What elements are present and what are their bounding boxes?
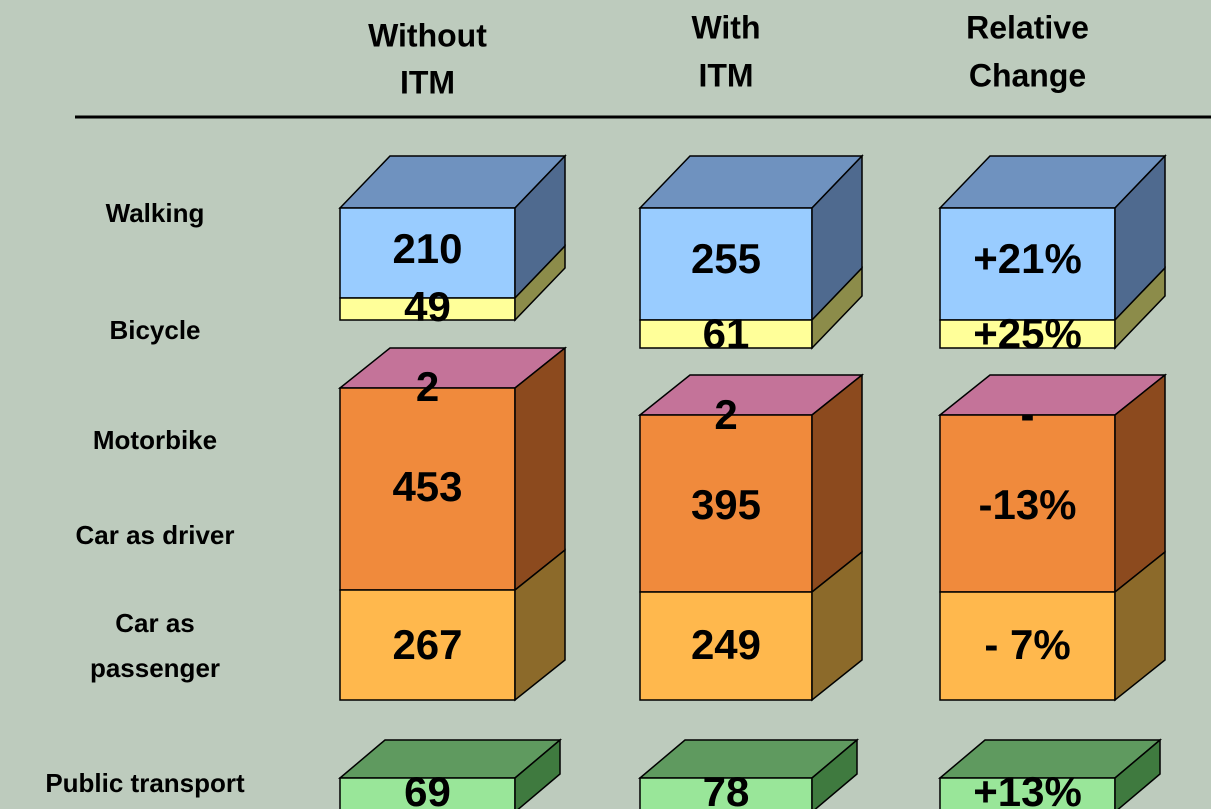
row-label: Walking: [106, 198, 205, 228]
box-side: [1114, 266, 1166, 350]
box-front: [939, 319, 1116, 349]
box-front: [939, 777, 1116, 809]
box-front: [639, 414, 813, 593]
box-front: [939, 207, 1116, 321]
box-side: [514, 548, 566, 702]
box-front: [339, 207, 516, 299]
box-front: [639, 591, 813, 701]
box-front: [339, 777, 516, 809]
box-front: [639, 777, 813, 809]
column-header: With: [691, 9, 760, 45]
cell-value: 69: [404, 768, 451, 809]
box-front: [639, 319, 813, 349]
cell-value: 61: [703, 310, 750, 357]
cell-value: 249: [691, 621, 761, 668]
cell-value: +13%: [973, 768, 1082, 809]
box-side: [811, 738, 858, 809]
cell-value: 2: [714, 391, 737, 438]
row-label: passenger: [90, 653, 220, 683]
cell-value: 453: [392, 463, 462, 510]
box-side: [514, 244, 566, 322]
cell-value: -: [1021, 391, 1035, 438]
box-front: [639, 207, 813, 321]
row-label: Car as driver: [76, 520, 235, 550]
box-side: [811, 266, 863, 350]
row-label: Bicycle: [109, 315, 200, 345]
box-front: [939, 414, 1116, 593]
cell-value: 395: [691, 481, 761, 528]
column-header: ITM: [400, 64, 455, 100]
column-header: Change: [969, 57, 1086, 93]
cell-value: - 7%: [984, 621, 1070, 668]
cell-value: 2: [416, 363, 439, 410]
box-side: [514, 738, 561, 809]
row-label: Public transport: [45, 768, 245, 798]
cell-value: 267: [392, 621, 462, 668]
cell-value: +21%: [973, 235, 1082, 282]
row-label: Car as: [115, 608, 195, 638]
cell-value: +25%: [973, 310, 1082, 357]
box-front: [339, 589, 516, 701]
column-header: Without: [368, 17, 487, 53]
box-side: [514, 346, 566, 592]
cell-value: -13%: [978, 481, 1076, 528]
cell-value: 78: [703, 768, 750, 809]
box-side: [1114, 738, 1161, 809]
column-header: ITM: [698, 57, 753, 93]
cell-value: 49: [404, 283, 451, 330]
column-header: Relative: [966, 9, 1089, 45]
row-label: Motorbike: [93, 425, 217, 455]
cell-value: 255: [691, 235, 761, 282]
box-side: [811, 550, 863, 702]
box-side: [1114, 550, 1166, 702]
box-front: [939, 591, 1116, 701]
cell-value: 210: [392, 225, 462, 272]
